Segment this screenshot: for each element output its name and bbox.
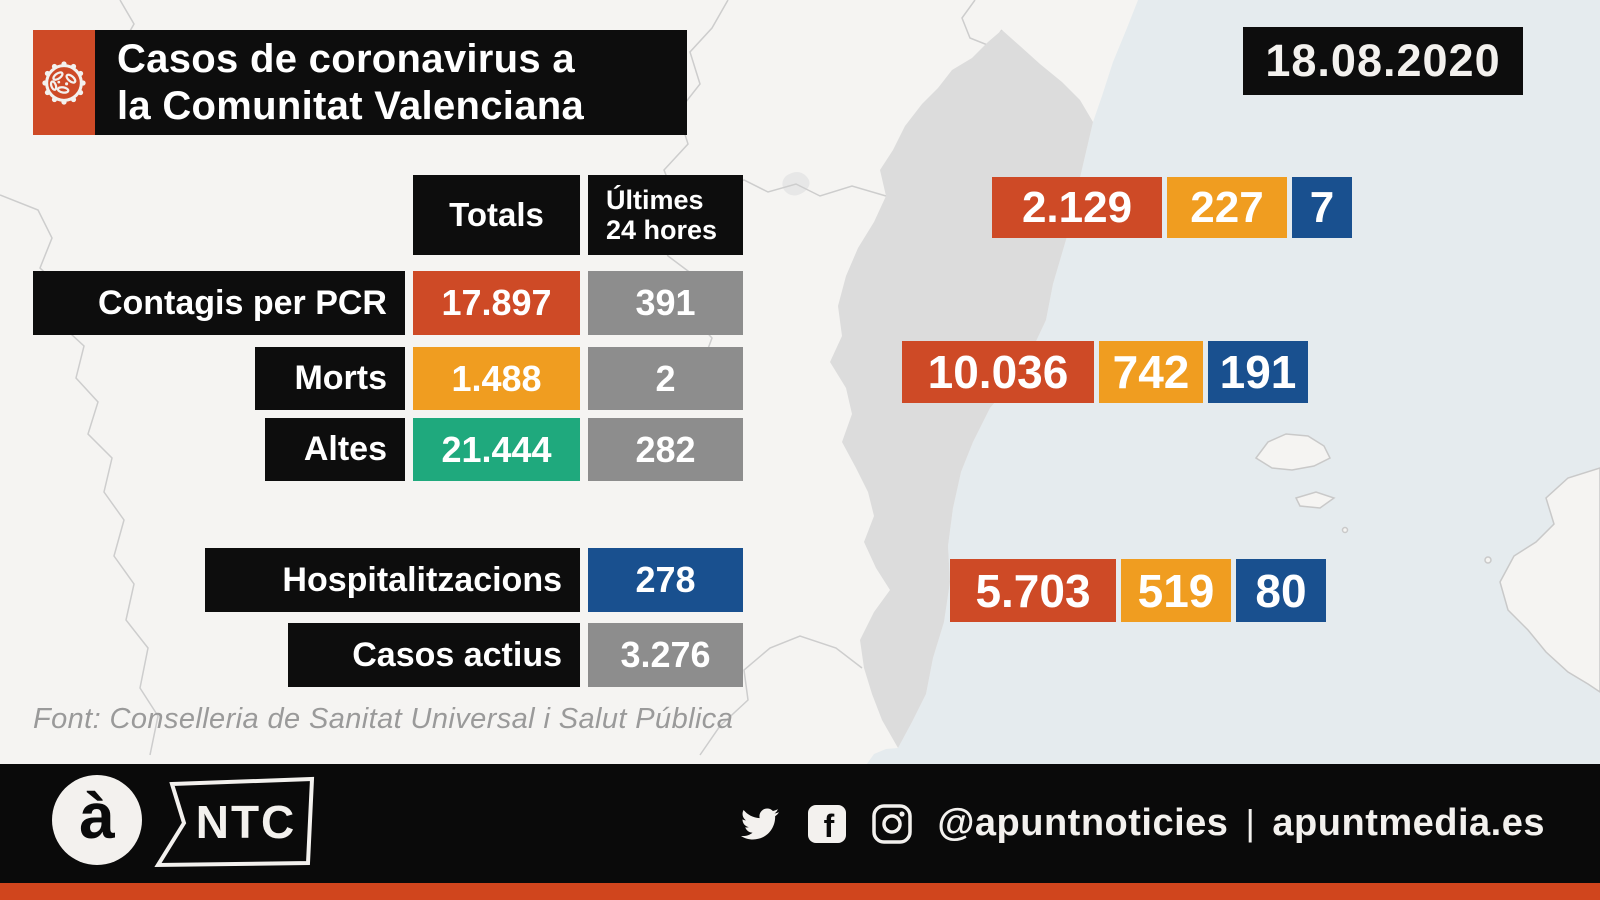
apunt-logo-letter: à	[79, 780, 115, 852]
row-label-morts: Morts	[255, 347, 405, 410]
ntc-logo: NTC	[154, 776, 315, 868]
social-handle: @apuntnoticies	[937, 802, 1229, 844]
row-label-altes: Altes	[265, 418, 405, 481]
map-south-pcr: 5.703	[950, 559, 1116, 622]
facebook-glyph: f	[824, 808, 835, 844]
map-label-row-north: 2.129 227 7	[992, 177, 1352, 238]
page-title: Casos de coronavirus a la Comunitat Vale…	[95, 30, 687, 135]
map-center-morts: 742	[1099, 341, 1203, 403]
row-label-contagis-pcr: Contagis per PCR	[33, 271, 405, 335]
map-label-row-center: 10.036 742 191	[902, 341, 1308, 403]
title-line1: Casos de coronavirus a	[117, 36, 575, 81]
value-contagis-last24: 391	[588, 271, 743, 335]
row-label-casos-actius: Casos actius	[288, 623, 580, 687]
title-line2: la Comunitat Valenciana	[117, 83, 585, 128]
virus-icon	[42, 60, 86, 105]
map-balearic-islands	[1254, 433, 1600, 693]
map-north-hosp: 7	[1292, 177, 1352, 238]
value-morts-last24: 2	[588, 347, 743, 410]
footer-accent-stripe	[0, 883, 1600, 900]
instagram-icon	[872, 803, 913, 844]
source-note: Font: Conselleria de Sanitat Universal i…	[33, 703, 734, 735]
facebook-icon: f	[808, 804, 847, 844]
twitter-icon	[741, 808, 780, 839]
social-separator: |	[1245, 802, 1256, 843]
map-center-pcr: 10.036	[902, 341, 1094, 403]
virus-icon-box	[33, 30, 95, 135]
value-morts-total: 1.488	[413, 347, 580, 410]
value-casos-actius: 3.276	[588, 623, 743, 687]
website-url: apuntmedia.es	[1272, 802, 1545, 844]
date-badge: 18.08.2020	[1243, 27, 1523, 95]
value-contagis-total: 17.897	[413, 271, 580, 335]
social-handle-text: @apuntnoticies | apuntmedia.es	[937, 802, 1545, 845]
map-label-row-south: 5.703 519 80	[950, 559, 1326, 622]
column-header-last24: Últimes 24 hores	[588, 175, 743, 255]
footer-social: f @apuntnoticies | apuntmedia.es	[737, 764, 1545, 883]
row-label-hospitalitzacions: Hospitalitzacions	[205, 548, 580, 612]
map-south-morts: 519	[1121, 559, 1231, 622]
map-north-morts: 227	[1167, 177, 1287, 238]
last24-line2: 24 hores	[606, 215, 718, 245]
map-center-hosp: 191	[1208, 341, 1308, 403]
column-header-totals: Totals	[413, 175, 580, 255]
map-sea	[856, 0, 1600, 900]
last24-line1: Últimes	[606, 184, 704, 215]
value-hospitalitzacions: 278	[588, 548, 743, 612]
value-altes-total: 21.444	[413, 418, 580, 481]
map-south-hosp: 80	[1236, 559, 1326, 622]
map-north-pcr: 2.129	[992, 177, 1162, 238]
apunt-logo: à	[52, 775, 142, 865]
ntc-logo-text: NTC	[196, 796, 297, 848]
value-altes-last24: 282	[588, 418, 743, 481]
